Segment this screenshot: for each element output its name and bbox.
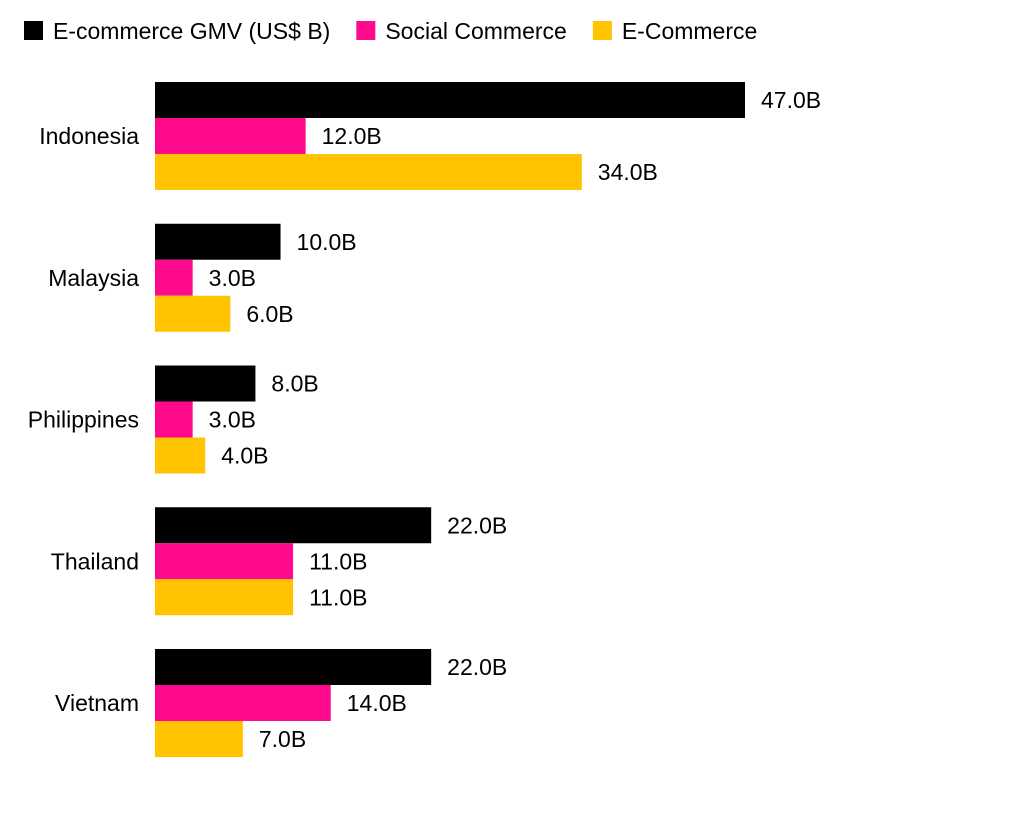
legend-label-2: E-Commerce bbox=[622, 18, 757, 44]
data-label: 14.0B bbox=[347, 690, 407, 716]
data-label: 34.0B bbox=[598, 159, 658, 185]
data-label: 6.0B bbox=[246, 301, 293, 327]
legend-label-0: E-commerce GMV (US$ B) bbox=[53, 18, 330, 44]
data-label: 4.0B bbox=[221, 443, 268, 469]
bar-0 bbox=[155, 507, 432, 544]
data-label: 7.0B bbox=[259, 726, 306, 752]
bar-2 bbox=[155, 721, 243, 757]
bar-0 bbox=[155, 82, 745, 118]
data-label: 10.0B bbox=[297, 229, 357, 255]
category-label: Vietnam bbox=[55, 690, 139, 716]
legend-swatch-1 bbox=[356, 21, 376, 40]
category-label: Malaysia bbox=[48, 265, 139, 291]
bar-1 bbox=[155, 118, 306, 154]
data-label: 22.0B bbox=[447, 654, 507, 680]
data-label: 8.0B bbox=[271, 371, 318, 397]
bar-2 bbox=[155, 295, 231, 332]
bar-0 bbox=[155, 649, 432, 685]
legend-swatch-0 bbox=[24, 21, 43, 40]
data-label: 47.0B bbox=[761, 87, 821, 113]
bar-1 bbox=[155, 401, 193, 438]
data-label: 11.0B bbox=[309, 584, 367, 610]
data-label: 22.0B bbox=[447, 512, 507, 538]
data-label: 3.0B bbox=[209, 407, 256, 433]
bar-2 bbox=[155, 437, 206, 474]
bar-0 bbox=[155, 365, 256, 402]
legend-label-1: Social Commerce bbox=[385, 18, 567, 44]
category-label: Philippines bbox=[28, 407, 139, 433]
category-label: Indonesia bbox=[39, 123, 139, 149]
bar-1 bbox=[155, 685, 331, 721]
data-label: 11.0B bbox=[309, 548, 367, 574]
data-label: 12.0B bbox=[322, 123, 382, 149]
category-label: Thailand bbox=[51, 548, 139, 574]
bar-1 bbox=[155, 259, 193, 296]
legend-swatch-2 bbox=[592, 21, 612, 40]
bar-1 bbox=[155, 543, 294, 580]
bar-0 bbox=[155, 223, 281, 260]
bar-2 bbox=[155, 579, 294, 616]
data-label: 3.0B bbox=[209, 265, 256, 291]
bar-2 bbox=[155, 154, 582, 190]
